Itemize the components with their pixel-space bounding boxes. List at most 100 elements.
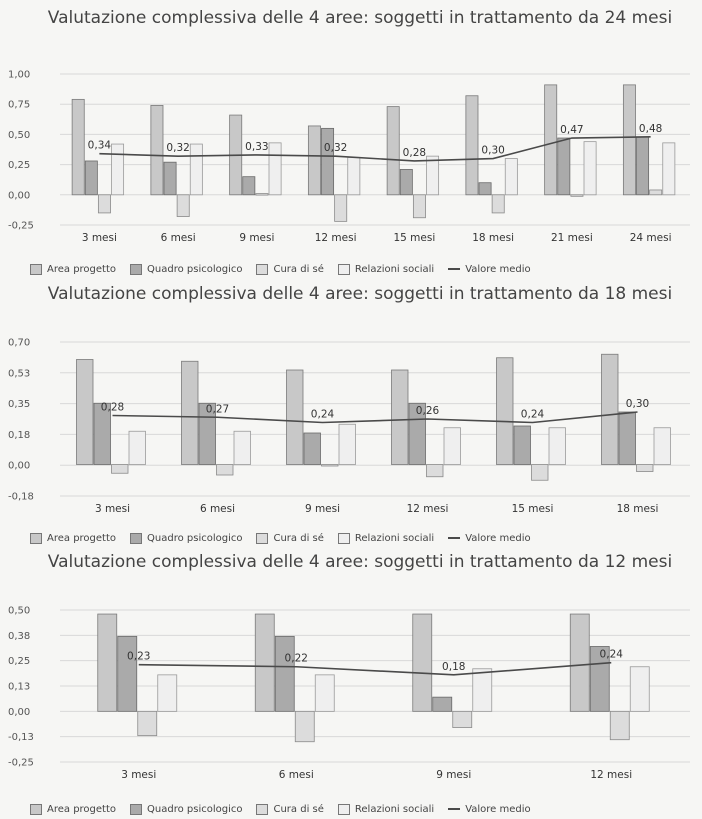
bar-relazioni-sociali (583, 141, 597, 196)
bar-cura-di-s- (176, 194, 190, 217)
bar-area-progetto (601, 353, 619, 465)
chart-legend: Area progetto Quadro psicologico Cura di s… (30, 262, 702, 276)
bar-cura-di-s- (649, 189, 663, 196)
bar-quadro-psicologico (478, 182, 492, 196)
y-tick-label: -0,13 (8, 732, 34, 743)
data-label: 0,24 (521, 409, 545, 421)
y-tick-label: 0,50 (8, 130, 30, 141)
bar-quadro-psicologico (636, 136, 650, 196)
legend-label: Area progetto (47, 803, 117, 815)
bar-area-progetto (150, 105, 164, 196)
legend-item: Area progetto (30, 803, 117, 815)
bar-cura-di-s- (294, 710, 315, 743)
x-tick-label: 15 mesi (512, 503, 554, 515)
bar-relazioni-sociali (629, 666, 650, 712)
bar-area-progetto (254, 613, 275, 712)
legend-item: Quadro psicologico (130, 803, 242, 815)
legend-label: Quadro psicologico (147, 532, 243, 544)
bar-area-progetto (386, 106, 400, 196)
y-tick-label: -0,25 (8, 758, 34, 769)
bar-quadro-psicologico (618, 411, 636, 465)
x-tick-label: 9 mesi (305, 503, 340, 515)
legend-label: Valore medio (465, 532, 531, 544)
bar-area-progetto (76, 359, 94, 465)
legend-label: Cura di sé (273, 263, 324, 275)
bar-cura-di-s- (636, 464, 654, 472)
bar-cura-di-s- (255, 193, 269, 196)
bar-quadro-psicologico (303, 432, 321, 465)
x-tick-label: 21 mesi (551, 232, 593, 244)
bar-quadro-psicologico (117, 635, 138, 712)
bar-area-progetto (71, 98, 85, 196)
bar-relazioni-sociali (472, 668, 493, 712)
bar-cura-di-s- (137, 710, 158, 737)
legend-swatch (130, 803, 143, 815)
bar-cura-di-s- (97, 194, 111, 214)
legend-swatch (256, 532, 269, 544)
bar-relazioni-sociali (128, 430, 146, 465)
data-label: 0,48 (639, 123, 662, 135)
bar-area-progetto (391, 369, 409, 465)
x-tick-label: 9 mesi (239, 232, 274, 244)
legend-swatch (256, 803, 269, 815)
data-label: 0,18 (442, 661, 465, 673)
y-tick-label: -0,25 (8, 221, 34, 232)
bar-relazioni-sociali (653, 427, 671, 465)
bar-quadro-psicologico (399, 169, 413, 196)
y-tick-label: -0,18 (8, 492, 34, 503)
y-tick-label: 0,00 (8, 461, 30, 472)
bar-relazioni-sociali (338, 423, 356, 465)
chart-12-mesi: 0,50 0,38 0,25 0,13 0,00 -0,13 -0,25 3 mesi 6 me… (8, 606, 690, 781)
legend-item: Relazioni sociali (337, 532, 435, 544)
legend-label: Relazioni sociali (354, 263, 435, 275)
y-tick-label: 0,53 (8, 368, 30, 379)
bar-quadro-psicologico (242, 176, 256, 196)
legend-label: Area progetto (47, 263, 117, 275)
y-tick-label: 0,70 (8, 338, 30, 349)
bar-cura-di-s- (412, 194, 426, 219)
x-tick-label: 12 mesi (315, 232, 357, 244)
chart-legend: Area progetto Quadro psicologico Cura di s… (30, 531, 702, 545)
data-label: 0,26 (416, 405, 440, 417)
bar-cura-di-s- (531, 464, 549, 481)
legend-item: Valore medio (448, 804, 531, 815)
y-tick-label: 0,35 (8, 399, 30, 410)
valore-medio-line (138, 661, 612, 676)
valore-medio-line (112, 411, 638, 424)
legend-line-marker (448, 268, 461, 270)
legend-item: Cura di sé (256, 263, 324, 275)
x-tick-label: 6 mesi (161, 232, 196, 244)
bar-area-progetto (181, 360, 199, 465)
data-label: 0,32 (324, 142, 347, 154)
legend-swatch (337, 263, 350, 275)
legend-label: Relazioni sociali (354, 532, 435, 544)
bar-relazioni-sociali (314, 674, 335, 712)
valore-medio-line (99, 136, 651, 162)
legend-item: Relazioni sociali (337, 263, 435, 275)
bar-cura-di-s- (426, 464, 444, 478)
data-label: 0,22 (285, 653, 308, 665)
x-tick-label: 3 mesi (82, 232, 117, 244)
legend-swatch (256, 263, 269, 275)
legend-swatch (130, 532, 143, 544)
bar-cura-di-s- (491, 194, 505, 214)
chart-18-mesi: 0,70 0,53 0,35 0,18 0,00 -0,18 3 mesi 6 mesi 9 m… (8, 338, 690, 515)
bar-cura-di-s- (334, 194, 348, 222)
bar-quadro-psicologico (432, 696, 453, 712)
legend-item: Valore medio (448, 532, 531, 544)
y-tick-label: 0,38 (8, 631, 30, 642)
legend-item: Area progetto (30, 263, 117, 275)
data-label: 0,28 (101, 402, 124, 414)
y-tick-label: 0,13 (8, 682, 30, 693)
bar-quadro-psicologico (163, 161, 177, 196)
bar-quadro-psicologico (513, 425, 531, 465)
legend-item: Cura di sé (256, 532, 324, 544)
legend-swatch (30, 532, 42, 544)
bar-cura-di-s- (570, 194, 584, 197)
bar-quadro-psicologico (321, 127, 335, 196)
legend-item: Valore medio (448, 264, 531, 275)
chart-title: Valutazione complessiva delle 4 aree: so… (47, 284, 673, 304)
data-label: 0,30 (481, 145, 504, 157)
bar-area-progetto (412, 613, 433, 712)
x-tick-label: 9 mesi (436, 769, 471, 781)
